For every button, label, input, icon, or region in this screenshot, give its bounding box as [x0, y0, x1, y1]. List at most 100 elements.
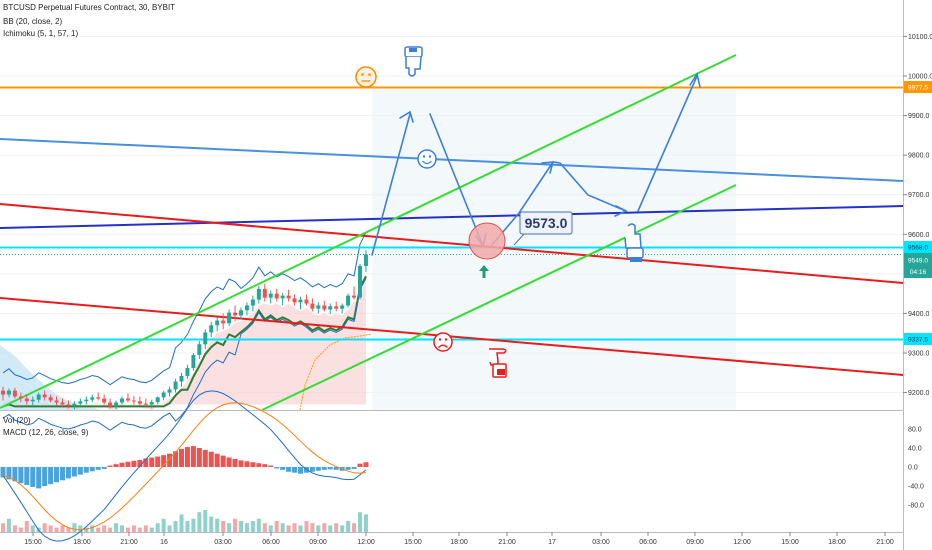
ichimoku-legend[interactable]: Ichimoku (5, 1, 57, 1)	[3, 29, 79, 38]
up-arrow-green-icon	[479, 265, 489, 278]
candle-body	[96, 397, 101, 399]
macd-hist-bar	[0, 467, 6, 478]
macd-hist-bar	[60, 467, 65, 481]
candle-body	[304, 299, 309, 304]
price-tick-label: 9800.0	[908, 153, 930, 160]
volume-bar	[244, 523, 249, 532]
candle-body	[42, 394, 47, 398]
candle	[274, 288, 279, 302]
candle-body	[60, 402, 65, 405]
candle-body	[167, 389, 172, 393]
cloud-fill-blue	[0, 345, 100, 410]
lagging-span	[299, 333, 373, 411]
volume-bar	[96, 527, 101, 532]
symbol-title[interactable]: BTCUSD Perpetual Futures Contract, 30, B…	[3, 3, 176, 12]
macd-hist-bar	[363, 462, 369, 467]
volume-bar	[363, 514, 368, 532]
candle	[244, 302, 249, 316]
bb-legend[interactable]: BB (20, close, 2)	[3, 17, 63, 26]
candle-body	[18, 396, 23, 399]
time-tick-label: 21:00	[876, 539, 894, 546]
macd-hist-bar	[286, 467, 292, 472]
candle	[280, 292, 285, 306]
candle	[358, 263, 362, 300]
volume-bar	[185, 521, 190, 532]
volume-bar	[274, 521, 279, 532]
macd-hist-bar	[65, 467, 71, 479]
candle-body	[262, 288, 267, 298]
candle	[72, 401, 77, 410]
macd-hist-bar	[12, 467, 18, 482]
candle-body	[125, 398, 130, 401]
candle-body	[274, 293, 279, 299]
volume-bar	[60, 525, 65, 532]
projection-final-up	[637, 75, 698, 212]
candle-body	[340, 305, 345, 309]
candle	[334, 301, 339, 312]
macd-hist-bar	[280, 467, 286, 470]
candle	[102, 394, 107, 405]
price-tag-orange: 9977.5	[904, 81, 932, 93]
volume-bar	[209, 516, 214, 532]
time-tick-label: 03:00	[214, 539, 232, 546]
volume-bar	[155, 523, 160, 532]
macd-hist-bar	[89, 467, 95, 472]
macd-legend[interactable]: MACD (12, 26, close, 9)	[3, 428, 89, 437]
volume-bar	[286, 525, 291, 532]
candle	[179, 372, 184, 387]
volume-bar	[328, 525, 333, 532]
candle	[203, 329, 208, 350]
volume-bar	[197, 512, 202, 532]
time-tick-label: 18:00	[73, 539, 91, 546]
price-tick-label: 9900.0	[908, 113, 930, 120]
volume-bar	[42, 523, 47, 532]
candle	[12, 387, 17, 399]
candle-body	[292, 298, 297, 303]
macd-hist-bar	[18, 467, 24, 484]
macd-hist-bar	[214, 453, 220, 467]
candle-body	[102, 398, 107, 403]
candle-body	[244, 305, 249, 311]
candle	[352, 286, 357, 300]
candle-body	[215, 320, 220, 326]
macd-tick-label: 0.0	[908, 465, 918, 472]
candle-body	[363, 254, 368, 266]
candle	[239, 307, 243, 320]
candle-body	[36, 394, 41, 400]
price-tick-label: 9300.0	[908, 351, 930, 358]
hand-pointing-up-icon	[624, 223, 644, 262]
candle-body	[328, 306, 333, 310]
candle-body	[72, 403, 77, 406]
macd-hist-bar	[149, 457, 155, 467]
price-axis[interactable]: 10100.0 10000.0 9900.0 9800.0 9700.0 9600.0 94…	[903, 34, 932, 397]
macd-hist-bar	[321, 467, 327, 470]
candle	[60, 398, 65, 407]
smiley-face-icon	[417, 149, 437, 169]
time-axis[interactable]: 15:00 18:00 21:00 16 03:00 06:00 09:00 12:00 15:…	[24, 532, 894, 546]
macd-tick-label: 40.0	[908, 446, 922, 453]
vol-legend[interactable]: Vol (20)	[3, 416, 31, 425]
candle-body	[197, 344, 202, 355]
macd-hist-bar	[179, 448, 184, 467]
volume-bar	[358, 512, 362, 532]
candle	[125, 393, 130, 403]
volume-bar	[90, 525, 95, 532]
macd-hist-bar	[24, 467, 30, 486]
macd-hist-bar	[262, 464, 268, 467]
price-tick-label: 9400.0	[908, 311, 930, 318]
candle-body	[66, 404, 71, 406]
candle-body	[149, 402, 154, 405]
channel-green-lower	[261, 184, 737, 411]
channel-green-upper	[0, 54, 737, 409]
candle-body	[12, 390, 17, 397]
macd-hist-bar	[101, 467, 107, 469]
bb-upper	[2, 232, 367, 386]
trendline-blue	[0, 138, 904, 182]
candle	[215, 317, 220, 332]
macd-tick-label: -40.0	[908, 484, 924, 491]
macd-hist-bar	[30, 467, 36, 487]
volume-bar	[215, 518, 220, 532]
trendline-navy	[0, 205, 904, 229]
candle-body	[24, 398, 29, 402]
